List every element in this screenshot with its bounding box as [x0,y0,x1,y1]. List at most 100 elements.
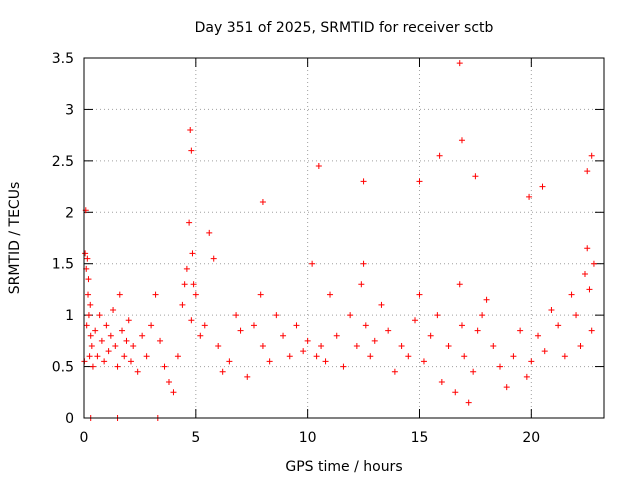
data-point [84,255,91,262]
data-point [561,353,568,360]
x-tick-label: 15 [411,430,429,446]
data-point [416,178,423,185]
data-point [385,327,392,334]
data-point [130,343,137,349]
data-point [438,379,445,385]
data-point [474,327,481,334]
data-point [139,332,146,339]
data-point [86,353,93,360]
data-point [427,332,434,339]
data-point [286,353,293,360]
data-point [577,343,584,349]
x-tick-label: 5 [191,430,200,446]
data-point [226,358,233,365]
y-tick-label: 0 [65,411,74,427]
data-point [293,322,300,329]
data-point [87,301,94,308]
data-point [188,147,195,154]
data-point [186,219,193,226]
y-tick-label: 2.5 [52,154,74,170]
data-point [452,389,459,396]
data-point [192,291,199,298]
data-point [259,199,266,205]
data-point [280,332,287,339]
data-point [322,358,329,365]
data-point [87,332,94,339]
data-point [581,271,588,277]
data-point [327,291,334,298]
data-point [188,317,195,324]
data-point [201,322,208,329]
data-point [483,296,490,303]
data-point [434,312,441,319]
data-point [436,152,443,159]
data-point [107,332,114,339]
data-point [539,183,546,190]
data-point [584,168,591,175]
data-point [127,358,134,365]
data-point [116,291,123,298]
data-point [588,152,595,159]
data-point [548,307,555,313]
data-point [119,327,126,334]
data-point [206,229,213,236]
x-tick-label: 10 [299,430,317,446]
x-tick-label: 0 [80,430,89,446]
data-point [114,363,121,370]
data-point [555,322,562,329]
data-point [161,363,168,370]
data-point [584,245,591,252]
data-point [391,368,398,375]
data-point [266,358,273,365]
data-point [568,291,575,298]
data-point [588,327,595,334]
data-point [360,260,367,267]
data-point [92,327,99,334]
y-axis-label: SRMTID / TECUs [7,182,23,295]
data-point [101,358,108,365]
axis-ticks: 0 0.5 1 1.5 2 2.5 3 3.5 0 5 10 15 20 [52,51,604,446]
data-point [89,363,96,370]
data-point [257,291,264,298]
data-point [541,348,548,355]
data-point [465,399,472,406]
data-point [526,193,533,200]
data-point [85,291,92,298]
plot-area-frame [83,57,605,419]
data-point [456,60,463,67]
data-point [88,343,95,349]
data-point [315,163,322,169]
data-point [82,250,89,257]
data-point [458,322,465,329]
data-point [309,260,316,267]
data-point [510,353,517,360]
data-point [333,332,340,339]
data-point [405,353,412,360]
data-point [304,337,311,344]
data-point [96,312,103,319]
data-point [237,327,244,334]
data-series [81,60,597,421]
data-point [371,337,378,344]
data-point [470,368,477,375]
data-point [85,276,92,283]
data-point [112,343,119,349]
data-point [179,301,186,308]
data-point [458,137,465,144]
data-point [110,307,117,313]
data-point [143,353,150,360]
data-point [197,332,204,339]
data-point [517,327,524,334]
data-point [523,373,530,380]
data-point [412,317,419,324]
data-point [83,322,90,329]
data-point [573,312,580,319]
chart-title: Day 351 of 2025, SRMTID for receiver sct… [195,20,494,36]
data-point [503,384,510,391]
data-point [85,312,92,319]
y-tick-label: 1 [65,308,74,324]
data-point [121,353,128,360]
data-point [360,178,367,185]
data-point [250,322,257,329]
data-point [358,281,365,288]
